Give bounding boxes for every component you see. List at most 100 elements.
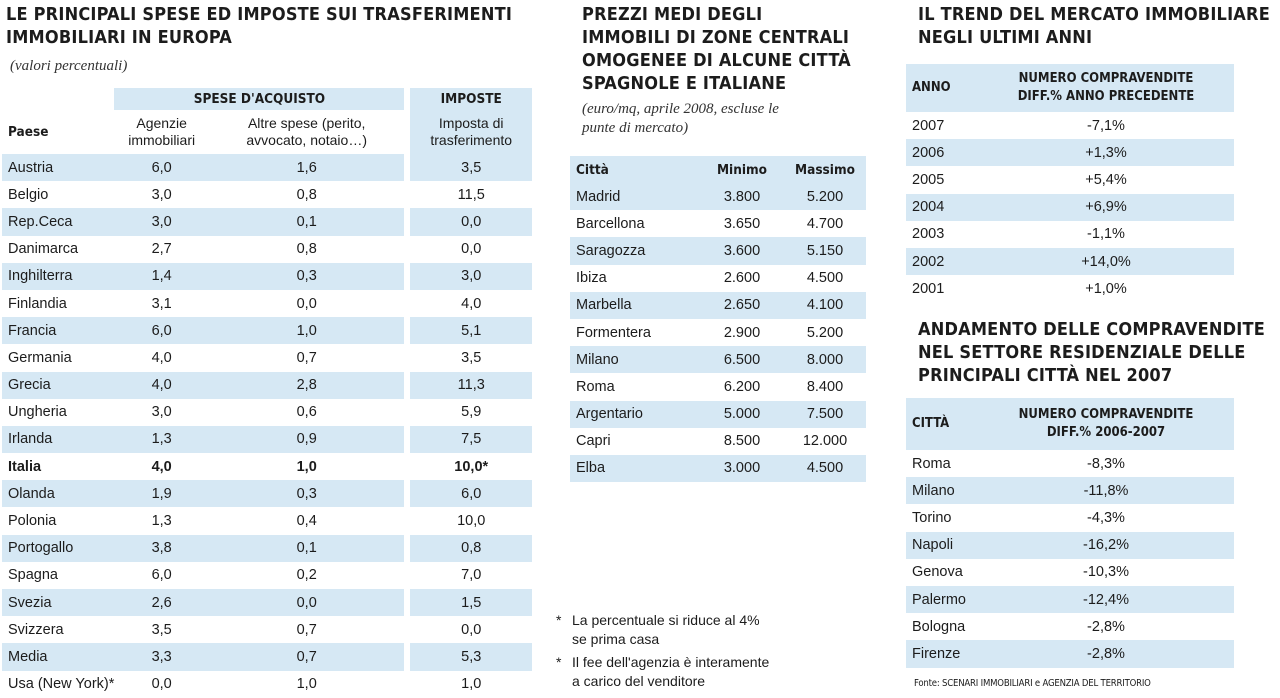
table1-title-line-1: Le principali spese ed imposte sui trasf… bbox=[6, 4, 513, 25]
cell-massimo: 7.500 bbox=[784, 400, 866, 428]
cell-citta: Roma bbox=[576, 378, 615, 395]
cell-imposta: 7,5 bbox=[404, 425, 532, 454]
cell-massimo: 8.000 bbox=[784, 346, 866, 374]
cell-citta: Elba bbox=[570, 454, 700, 483]
cell-imposta: 3,5 bbox=[404, 154, 532, 182]
cell-paese: Spagna bbox=[8, 567, 58, 584]
cell-agenzie: 2,6 bbox=[114, 589, 209, 617]
table2-body: Madrid 3.800 5.200 Barcellona 3.650 4.700 Sara… bbox=[570, 183, 866, 483]
cell-diff: -2,8% bbox=[1087, 618, 1125, 635]
cell-citta: Firenze bbox=[906, 640, 978, 668]
cell-imposta: 6,0 bbox=[404, 480, 532, 508]
cell-imposta: 5,9 bbox=[404, 398, 532, 426]
cell-minimo: 5.000 bbox=[700, 400, 784, 428]
cell-citta: Palermo bbox=[906, 585, 978, 614]
cell-agenzie: 6,0 bbox=[114, 317, 209, 345]
table-row: Genova -10,3% bbox=[906, 559, 1234, 586]
cell-paese: Usa (New York)* bbox=[8, 676, 115, 693]
cell-massimo: 4.100 bbox=[784, 291, 866, 319]
table-row: Firenze -2,8% bbox=[906, 640, 1234, 668]
table2-subtitle-line-1: (euro/mq, aprile 2008, escluse le bbox=[582, 101, 779, 117]
table-row: Madrid 3.800 5.200 bbox=[570, 183, 866, 211]
cell-diff: -11,8% bbox=[978, 477, 1234, 505]
cell-paese: Ungheria bbox=[8, 404, 67, 421]
cell-diff: +5,4% bbox=[1085, 171, 1127, 188]
cell-imposta: 5,1 bbox=[404, 317, 532, 345]
cell-paese: Belgio bbox=[8, 186, 49, 203]
cell-minimo: 2.600 bbox=[723, 270, 761, 287]
cell-citta: Napoli bbox=[906, 531, 978, 559]
cell-paese: Svizzera bbox=[8, 621, 64, 638]
table-row: Media 3,3 0,7 5,3 bbox=[2, 643, 532, 671]
table-row: 2007 -7,1% bbox=[906, 112, 1234, 139]
cell-paese: Rep.Ceca bbox=[2, 208, 115, 236]
table-prezzi-medi: Città Minimo Massimo Madrid 3.800 5.200 Bar… bbox=[570, 156, 866, 483]
table1-title: Le principali spese ed imposte sui trasf… bbox=[6, 3, 512, 49]
table2-subtitle-line-2: punte di mercato) bbox=[582, 120, 689, 136]
table-row: Spagna 6,0 0,2 7,0 bbox=[2, 561, 532, 589]
header-imposta-line-2: trasferimento bbox=[430, 132, 513, 148]
table-row: 2001 +1,0% bbox=[906, 275, 1234, 302]
table-row: Napoli -16,2% bbox=[906, 531, 1234, 559]
header-altre-spese: Altre spese (perito, avvocato, notaio…) bbox=[209, 110, 407, 154]
cell-citta: Formentera bbox=[576, 324, 651, 341]
cell-imposta: 0,0 bbox=[404, 208, 532, 236]
cell-agenzie: 3,8 bbox=[114, 534, 209, 562]
header-agenzie-line-1: Agenzie bbox=[136, 115, 187, 131]
table-row: 2002 +14,0% bbox=[906, 247, 1234, 276]
cell-citta: Capri bbox=[576, 433, 611, 450]
cell-anno: 2004 bbox=[906, 193, 978, 221]
table-row: Capri 8.500 12.000 bbox=[570, 428, 866, 455]
table2-title-line-2: immobili di zone centrali bbox=[582, 27, 850, 48]
cell-imposta: 0,8 bbox=[404, 534, 532, 562]
footnote-1: * La percentuale si riduce al 4% se prim… bbox=[556, 611, 856, 649]
source-credit: Fonte: SCENARI IMMOBILIARI e AGENZIA DEL… bbox=[914, 678, 1151, 689]
header-numero-compravendite: NUMERO COMPRAVENDITE DIFF.% ANNO PRECEDE… bbox=[978, 64, 1234, 112]
cell-massimo: 12.000 bbox=[802, 433, 848, 450]
cell-diff: -12,4% bbox=[978, 585, 1234, 614]
cell-massimo: 8.400 bbox=[806, 378, 844, 395]
table-row: Belgio 3,0 0,8 11,5 bbox=[2, 181, 532, 209]
table4-title-line-2: nel settore residenziale delle bbox=[918, 342, 1246, 363]
footnote-1-line-2: se prima casa bbox=[572, 631, 660, 647]
table-row: 2005 +5,4% bbox=[906, 166, 1234, 193]
table4-title: Andamento delle compravendite nel settor… bbox=[918, 318, 1265, 387]
cell-paese: Italia bbox=[8, 458, 42, 475]
cell-diff: +14,0% bbox=[978, 247, 1234, 276]
cell-agenzie: 3,0 bbox=[151, 186, 172, 203]
cell-citta: Genova bbox=[912, 564, 963, 581]
cell-imposta: 7,0 bbox=[404, 561, 532, 589]
table-row: Roma 6.200 8.400 bbox=[570, 373, 866, 400]
cell-agenzie: 6,0 bbox=[151, 567, 172, 584]
table3-title-line-1: Il trend del mercato immobiliare bbox=[918, 4, 1270, 25]
cell-agenzie: 1,9 bbox=[114, 480, 209, 508]
table-trend-mercato: ANNO NUMERO COMPRAVENDITE DIFF.% ANNO PR… bbox=[906, 64, 1234, 302]
header-numero-line-2: DIFF.% 2006-2007 bbox=[1046, 425, 1166, 440]
table2-title-line-3: omogenee di alcune città bbox=[582, 50, 851, 71]
table3-body: 2007 -7,1% 2006 +1,3% 2005 +5,4% 2004 +6,9% 2003… bbox=[906, 112, 1234, 302]
table1-subtitle: (valori percentuali) bbox=[10, 58, 128, 74]
cell-altre-spese: 0,7 bbox=[296, 621, 317, 638]
header-minimo: Minimo bbox=[700, 156, 784, 183]
header-paese: Paese bbox=[8, 123, 49, 140]
cell-paese: Inghilterra bbox=[2, 262, 115, 290]
header-altre-line-1: Altre spese (perito, bbox=[247, 115, 366, 131]
header-group-imposte: IMPOSTE bbox=[404, 88, 532, 110]
table-row: Usa (New York)* 0,0 1,0 1,0 bbox=[2, 670, 532, 698]
table2-title-line-4: spagnole e italiane bbox=[582, 73, 787, 94]
table1-title-line-2: immobiliari in Europa bbox=[6, 27, 232, 48]
table-row: Portogallo 3,8 0,1 0,8 bbox=[2, 534, 532, 562]
cell-minimo: 6.500 bbox=[700, 346, 784, 374]
cell-imposta: 5,3 bbox=[404, 643, 532, 671]
table-row: Irlanda 1,3 0,9 7,5 bbox=[2, 425, 532, 454]
cell-massimo: 5.200 bbox=[784, 183, 866, 211]
footnote-mark: * bbox=[556, 612, 562, 628]
cell-massimo: 4.700 bbox=[806, 215, 844, 232]
cell-diff: -4,3% bbox=[1087, 509, 1125, 526]
cell-agenzie: 4,0 bbox=[151, 458, 172, 475]
cell-anno: 2007 bbox=[912, 117, 945, 134]
cell-diff: -7,1% bbox=[1087, 117, 1125, 134]
cell-anno: 2001 bbox=[912, 280, 945, 297]
cell-diff: +6,9% bbox=[978, 193, 1234, 221]
cell-paese: Francia bbox=[2, 317, 115, 345]
